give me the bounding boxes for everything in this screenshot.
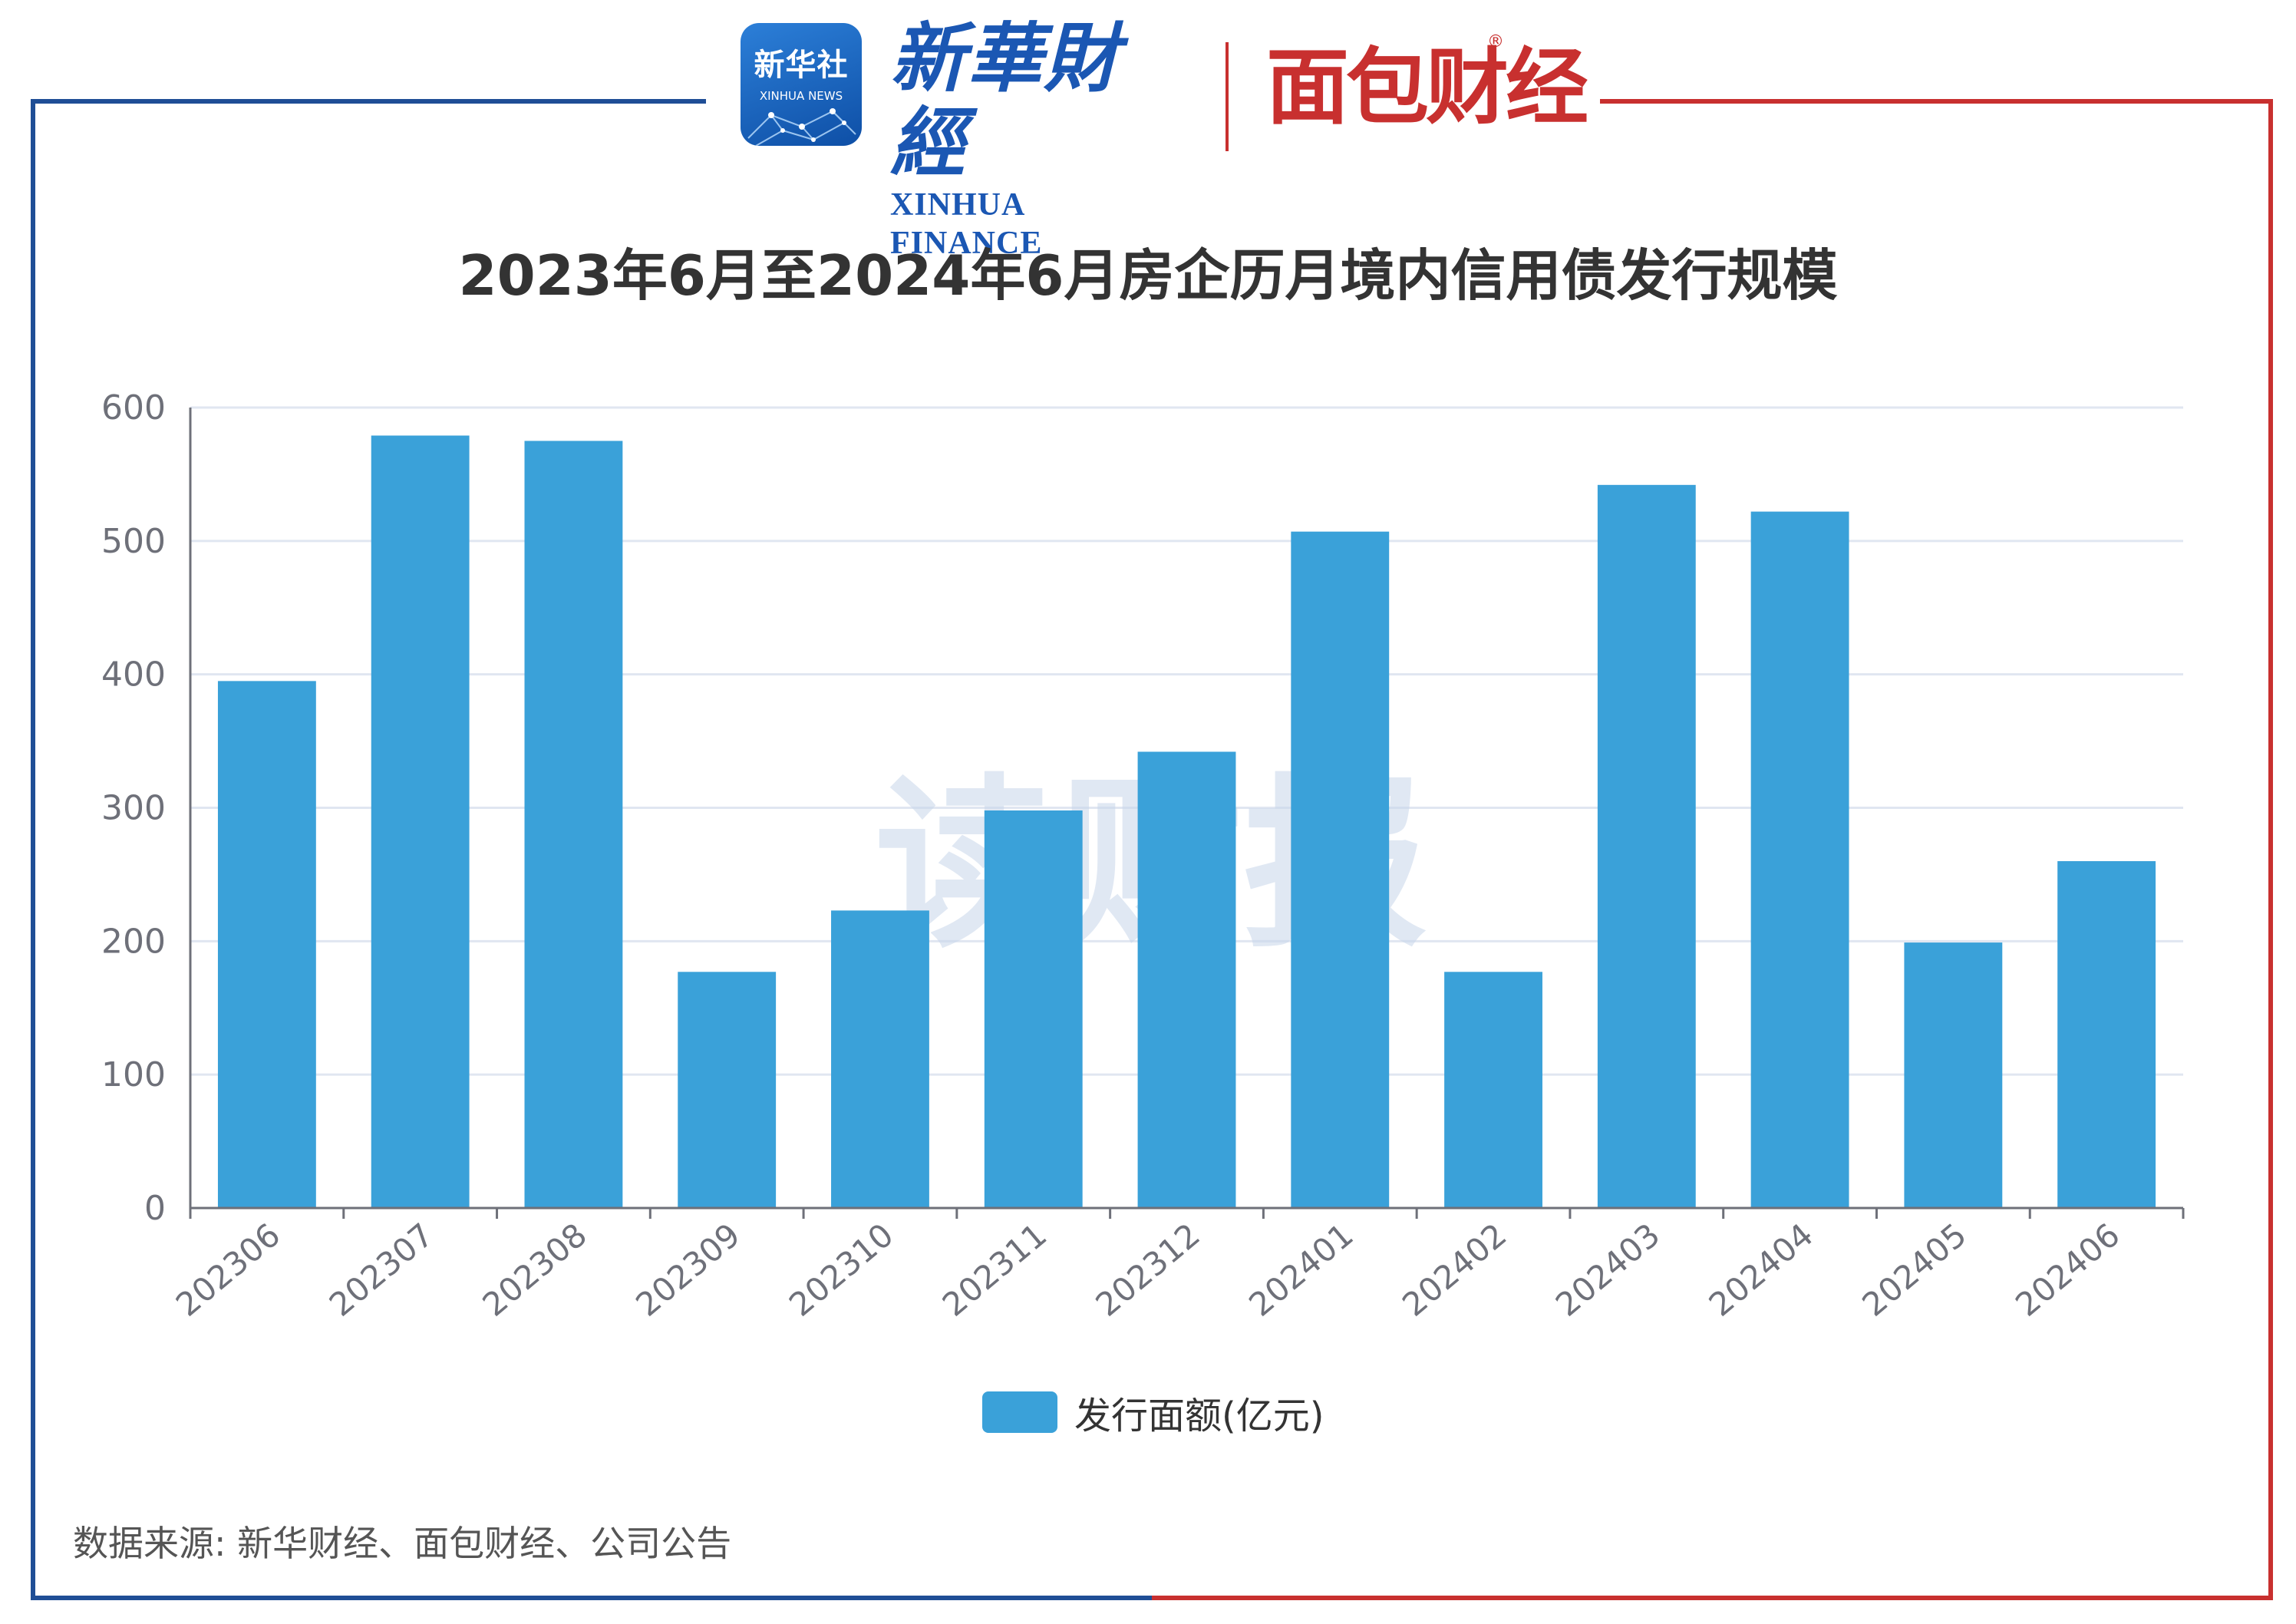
xinhua-news-logo-en: XINHUA NEWS xyxy=(759,89,843,103)
xinhua-finance-logo: 新華財經 XINHUA FINANCE xyxy=(890,17,1182,262)
xinhua-finance-logo-cn: 新華財經 xyxy=(890,15,1121,187)
bar-202403 xyxy=(1597,484,1696,1208)
bar-202307 xyxy=(371,435,470,1208)
source-note: 数据来源: 新华财经、面包财经、公司公告 xyxy=(73,1523,732,1564)
xinhua-news-logo-cn: 新华社 xyxy=(754,48,849,83)
xinhua-finance-logo-en: XINHUA FINANCE xyxy=(890,187,1043,261)
bar-202401 xyxy=(1291,531,1390,1208)
y-axis-ticks: 0 100 200 300 400 500 600 xyxy=(101,388,166,1228)
frame-bottom-left-line xyxy=(31,1596,1152,1600)
bars xyxy=(217,435,2156,1208)
bar-202404 xyxy=(1750,511,1849,1208)
y-tick-label-400: 400 xyxy=(101,655,166,695)
bar-202308 xyxy=(524,441,623,1208)
bar-202309 xyxy=(678,972,777,1208)
chart-title: 2023年6月至2024年6月房企历月境内信用债发行规模 xyxy=(458,243,1838,308)
bar-202310 xyxy=(831,910,929,1208)
x-tick-label-202308: 202308 xyxy=(476,1216,594,1324)
y-tick-label-300: 300 xyxy=(101,789,166,828)
frame-bottom-right-line xyxy=(1152,1596,2273,1600)
x-tick-label-202405: 202405 xyxy=(1855,1216,1973,1324)
registered-mark: ® xyxy=(1487,32,1504,51)
x-tick-label-202406: 202406 xyxy=(2008,1216,2126,1324)
x-axis-ticks: 202306 202307 202308 202309 202310 202311 2023… xyxy=(169,1216,2127,1324)
globe-network-icon xyxy=(747,108,856,146)
x-tick-label-202401: 202401 xyxy=(1242,1216,1360,1324)
y-tick-label-500: 500 xyxy=(101,522,166,561)
xinhua-news-logo: 新华社 XINHUA NEWS xyxy=(741,23,862,146)
bar-202402 xyxy=(1444,972,1542,1208)
frame-top-left-line xyxy=(31,99,706,104)
legend[interactable]: 发行面额(亿元) xyxy=(982,1385,1324,1439)
y-tick-label-100: 100 xyxy=(101,1055,166,1094)
x-tick-label-202312: 202312 xyxy=(1089,1216,1207,1324)
y-tick-label-600: 600 xyxy=(101,388,166,427)
bar-202312 xyxy=(1137,751,1236,1208)
logo-divider xyxy=(1226,42,1229,151)
y-tick-label-200: 200 xyxy=(101,922,166,961)
legend-swatch xyxy=(982,1391,1057,1433)
frame-left-line xyxy=(31,99,35,1600)
mianbao-caijing-logo: 面包财经 xyxy=(1266,40,1588,136)
axes xyxy=(189,408,2185,1219)
x-tick-label-202306: 202306 xyxy=(169,1216,287,1324)
x-tick-label-202403: 202403 xyxy=(1549,1216,1667,1324)
y-tick-label-0: 0 xyxy=(144,1189,166,1228)
bar-202405 xyxy=(1904,942,2003,1208)
x-tick-label-202404: 202404 xyxy=(1702,1216,1820,1324)
frame-right-line xyxy=(2268,99,2273,1600)
x-tick-label-202307: 202307 xyxy=(322,1216,440,1324)
frame-top-right-line xyxy=(1600,99,2273,104)
x-tick-label-202402: 202402 xyxy=(1395,1216,1513,1324)
x-tick-label-202311: 202311 xyxy=(935,1216,1054,1324)
bar-202306 xyxy=(217,681,316,1208)
x-tick-label-202310: 202310 xyxy=(782,1216,900,1324)
bar-202406 xyxy=(2057,861,2156,1208)
x-tick-label-202309: 202309 xyxy=(628,1216,747,1324)
bar-202311 xyxy=(984,810,1083,1208)
legend-label: 发行面额(亿元) xyxy=(1074,1395,1324,1438)
